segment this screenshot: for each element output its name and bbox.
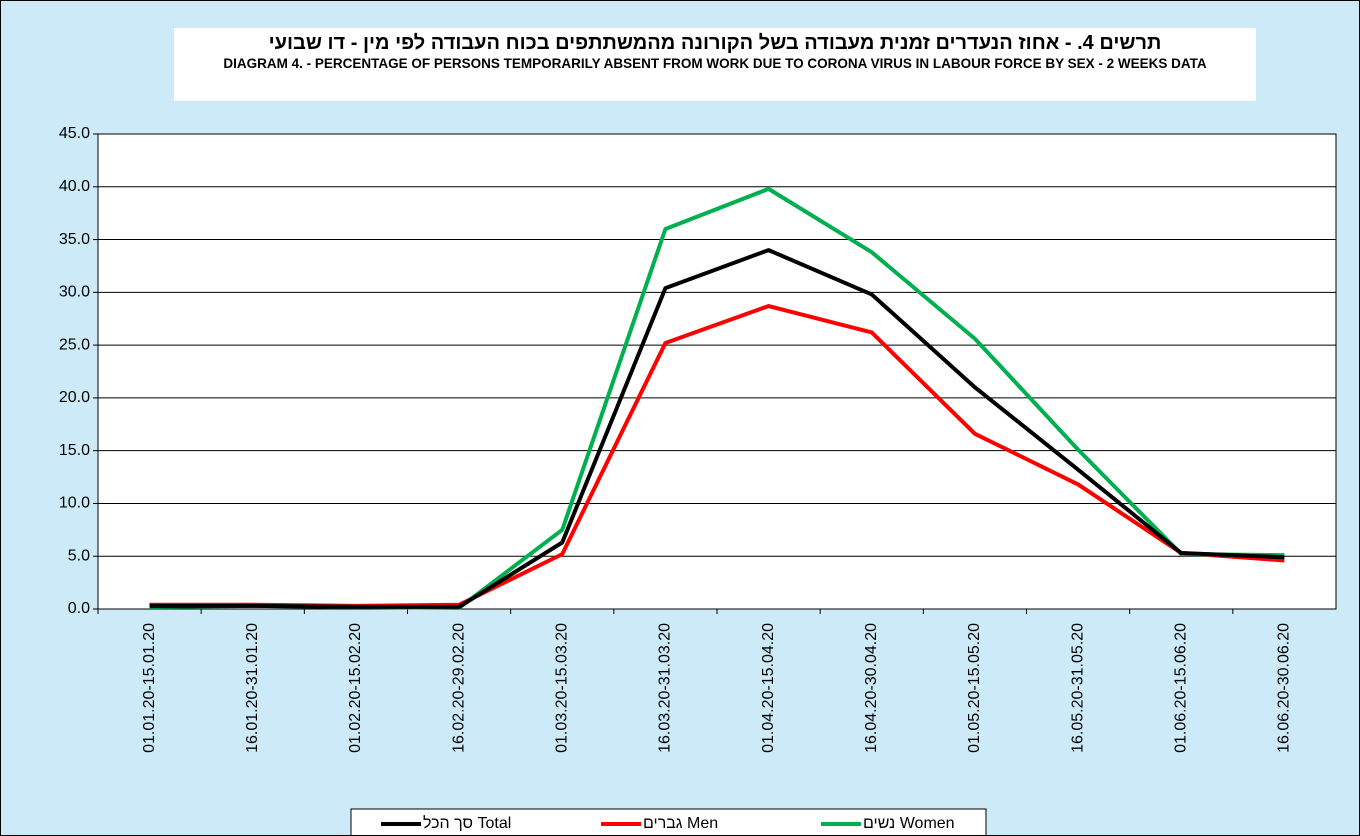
title-box: תרשים 4. - אחוז הנעדרים זמנית מעבודה בשל… xyxy=(174,28,1256,101)
plot-area xyxy=(97,133,1337,610)
x-tick-label: 01.04.20-15.04.20 xyxy=(760,623,777,753)
x-tick-label: 16.05.20-31.05.20 xyxy=(1069,623,1086,753)
x-tick-label: 16.06.20-30.06.20 xyxy=(1276,623,1293,753)
legend-label: נשים Women xyxy=(863,815,955,832)
y-tick-label: 45.0 xyxy=(59,125,90,142)
chart-title: תרשים 4. - אחוז הנעדרים זמנית מעבודה בשל… xyxy=(268,32,1162,54)
legend-label: גברים Men xyxy=(643,815,718,832)
y-tick-label: 35.0 xyxy=(59,231,90,248)
y-tick-label: 10.0 xyxy=(59,495,90,512)
x-tick-label: 16.01.20-31.01.20 xyxy=(244,623,261,753)
x-tick-label: 16.02.20-29.02.20 xyxy=(450,623,467,753)
x-tick-label: 16.04.20-30.04.20 xyxy=(863,623,880,753)
legend-box xyxy=(350,808,987,835)
y-tick-label: 20.0 xyxy=(59,389,90,406)
x-tick-label: 01.05.20-15.05.20 xyxy=(966,623,983,753)
y-tick-label: 30.0 xyxy=(59,284,90,301)
y-tick-label: 15.0 xyxy=(59,442,90,459)
y-tick-label: 5.0 xyxy=(68,547,90,564)
chart-subtitle: DIAGRAM 4. - PERCENTAGE OF PERSONS TEMPO… xyxy=(223,56,1207,71)
y-tick-label: 40.0 xyxy=(59,178,90,195)
x-tick-label: 01.03.20-15.03.20 xyxy=(553,623,570,753)
y-tick-label: 0.0 xyxy=(68,600,90,617)
x-tick-label: 01.01.20-15.01.20 xyxy=(141,623,158,753)
y-tick-label: 25.0 xyxy=(59,336,90,353)
x-tick-label: 01.02.20-15.02.20 xyxy=(347,623,364,753)
x-tick-label: 01.06.20-15.06.20 xyxy=(1172,623,1189,753)
x-tick-label: 16.03.20-31.03.20 xyxy=(657,623,674,753)
legend-label: סך הכל Total xyxy=(423,814,511,832)
series-line xyxy=(149,248,1285,609)
